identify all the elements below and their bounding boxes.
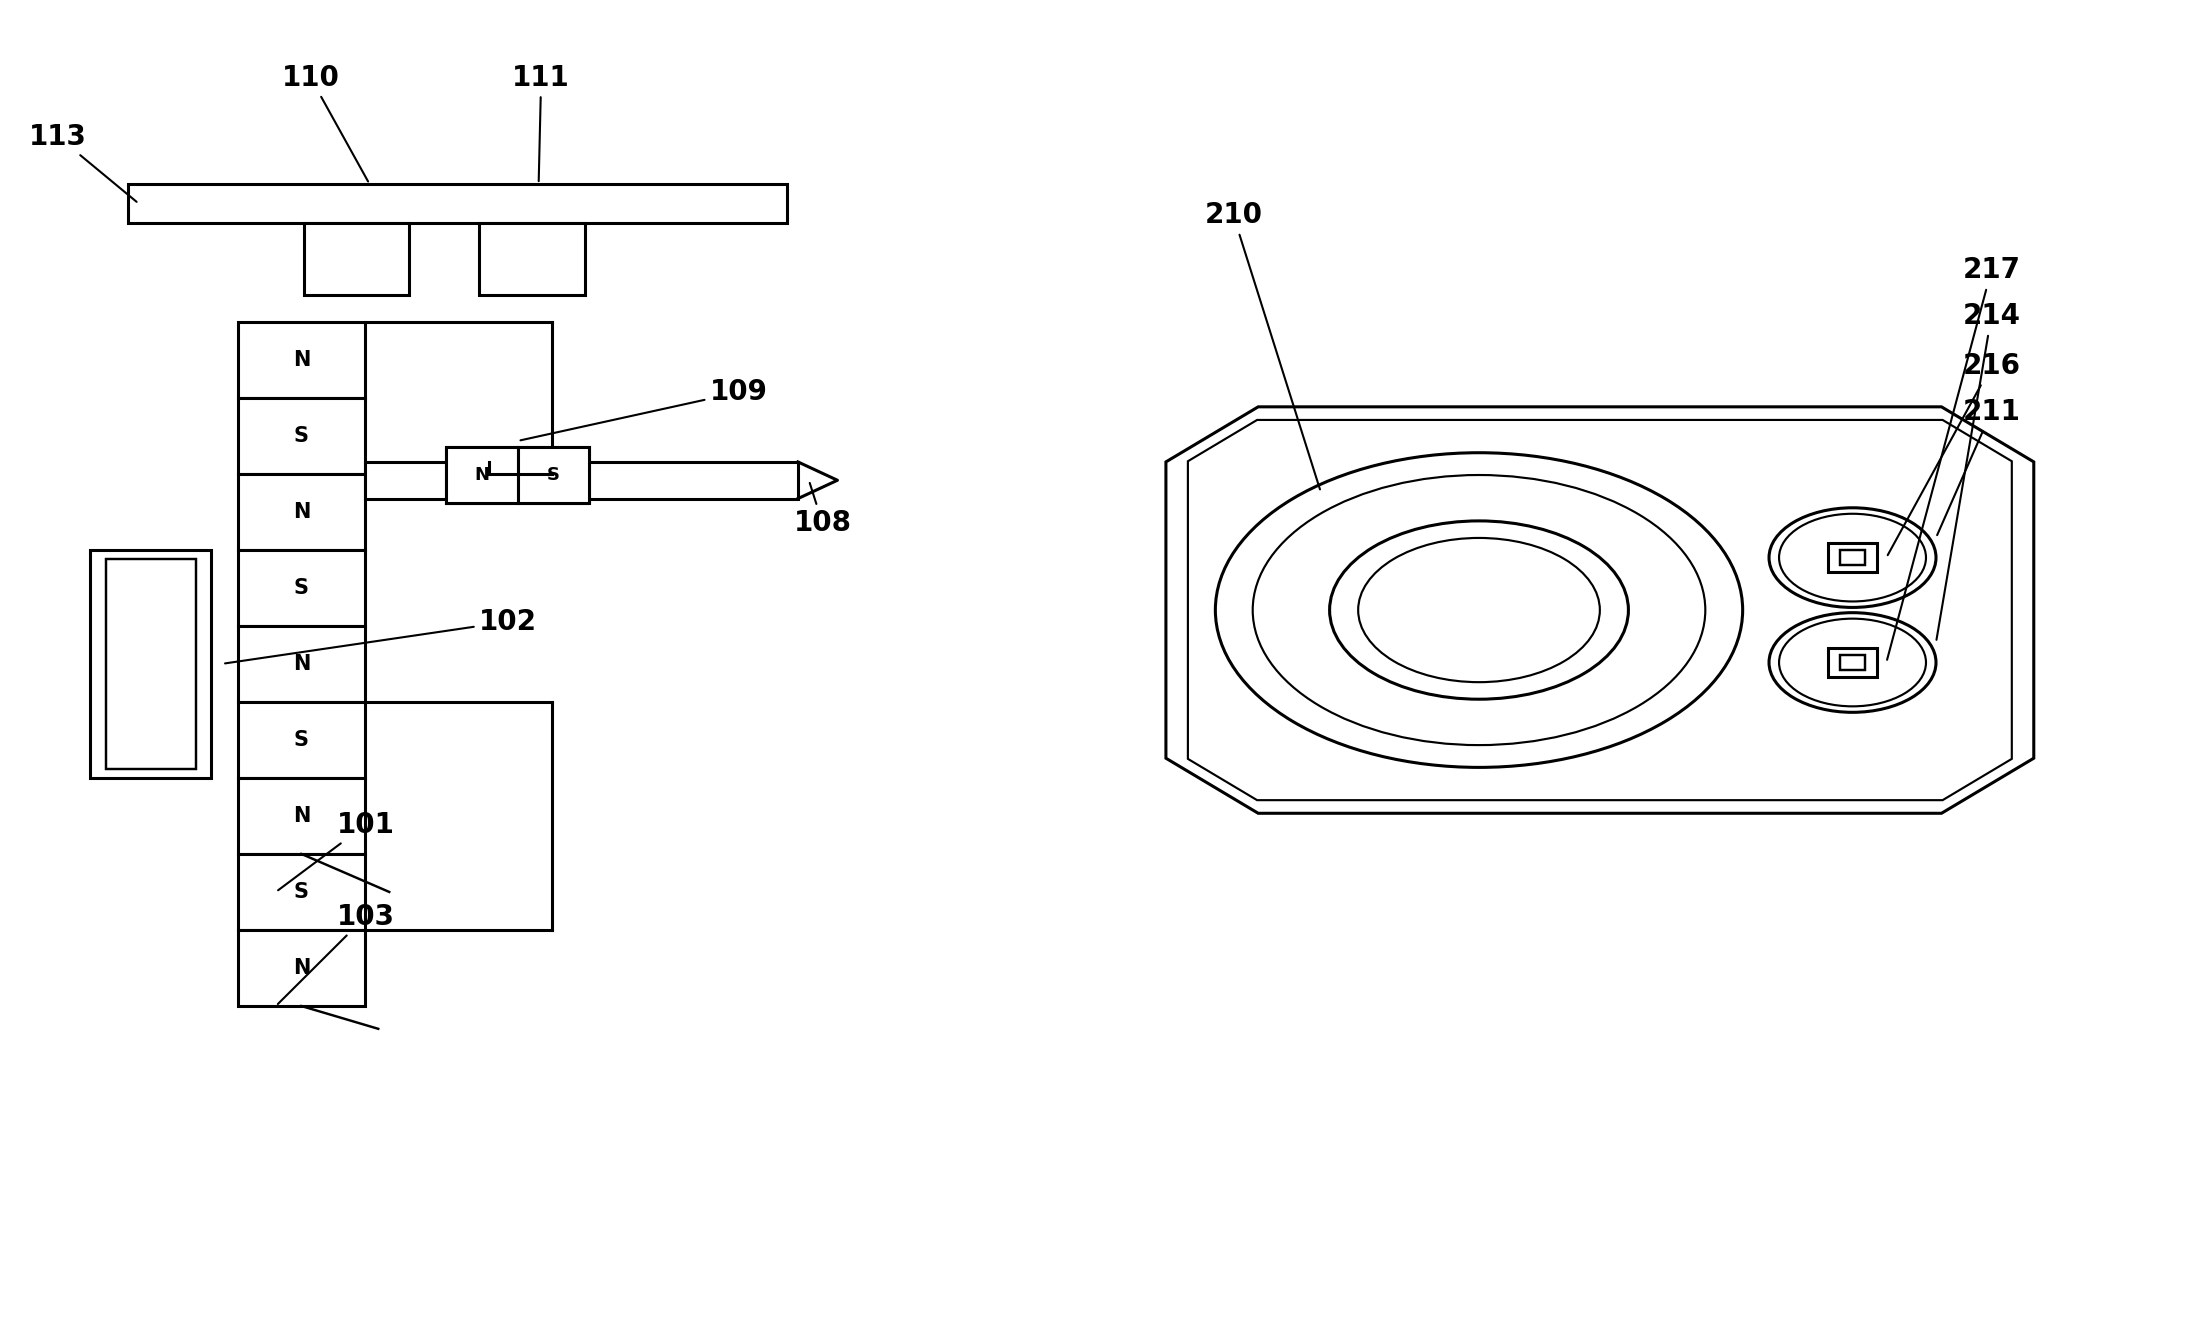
Polygon shape [1840, 656, 1864, 669]
Polygon shape [1828, 648, 1877, 677]
Text: N: N [292, 958, 310, 978]
Text: N: N [292, 806, 310, 825]
Circle shape [1358, 538, 1601, 682]
Polygon shape [237, 322, 365, 397]
Text: S: S [294, 730, 310, 750]
Text: N: N [475, 466, 489, 484]
Polygon shape [237, 550, 365, 625]
Text: 110: 110 [281, 64, 367, 182]
Text: S: S [294, 425, 310, 445]
Polygon shape [447, 448, 588, 502]
Text: 113: 113 [29, 123, 137, 201]
Polygon shape [1840, 550, 1864, 564]
Text: 103: 103 [279, 902, 394, 1004]
Polygon shape [1187, 420, 2012, 800]
Text: 217: 217 [1886, 256, 2021, 660]
Text: N: N [292, 653, 310, 674]
Polygon shape [128, 184, 787, 224]
Text: 210: 210 [1205, 201, 1320, 489]
Text: N: N [292, 350, 310, 370]
Polygon shape [480, 224, 584, 295]
Text: 216: 216 [1888, 352, 2021, 555]
Text: 108: 108 [794, 482, 851, 538]
Polygon shape [365, 462, 798, 498]
Polygon shape [447, 448, 517, 502]
Circle shape [1780, 514, 1926, 602]
Text: S: S [294, 882, 310, 902]
Polygon shape [237, 474, 365, 550]
Polygon shape [303, 224, 409, 295]
Text: 214: 214 [1937, 302, 2021, 640]
Polygon shape [106, 559, 197, 768]
Circle shape [1216, 453, 1742, 767]
Circle shape [1329, 521, 1630, 700]
Text: S: S [546, 466, 559, 484]
Circle shape [1254, 474, 1705, 745]
Circle shape [1769, 612, 1937, 713]
Polygon shape [91, 550, 212, 778]
Polygon shape [237, 398, 365, 474]
Polygon shape [237, 702, 365, 778]
Polygon shape [1165, 407, 2034, 814]
Text: 102: 102 [226, 608, 537, 664]
Text: 211: 211 [1937, 398, 2021, 535]
Text: N: N [292, 502, 310, 522]
Circle shape [1769, 507, 1937, 607]
Circle shape [1780, 619, 1926, 706]
Polygon shape [517, 448, 588, 502]
Polygon shape [237, 625, 365, 702]
Text: S: S [294, 578, 310, 598]
Polygon shape [237, 853, 365, 930]
Polygon shape [237, 778, 365, 853]
Text: 101: 101 [279, 811, 394, 890]
Text: 111: 111 [513, 64, 570, 182]
Text: 109: 109 [520, 378, 767, 440]
Polygon shape [237, 930, 365, 1006]
Polygon shape [1828, 543, 1877, 572]
